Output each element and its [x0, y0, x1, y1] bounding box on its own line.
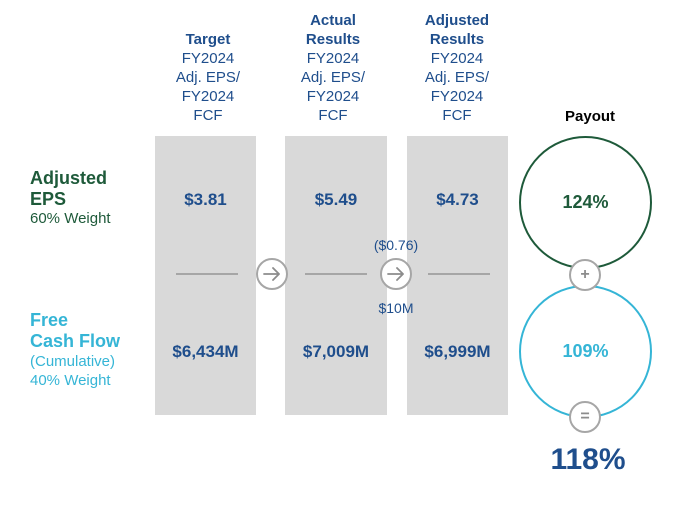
arrow-right-icon	[380, 258, 412, 290]
column-actual-background	[285, 136, 387, 415]
connector-line	[305, 273, 367, 275]
column-line: FY2024	[430, 88, 484, 105]
column-line: FY2024	[306, 88, 360, 105]
fcf-row-label: Free Cash Flow (Cumulative) 40% Weight	[30, 310, 120, 390]
column-line: FY2024	[306, 50, 360, 67]
column-line: Adj. EPS/	[424, 69, 490, 86]
actual-eps-value: $5.49	[314, 190, 358, 209]
fcf-payout-value: 109%	[562, 341, 609, 361]
column-line: FCF	[442, 107, 472, 124]
column-header-target: Target FY2024 Adj. EPS/ FY2024 FCF	[153, 30, 263, 125]
eps-row-label: Adjusted EPS 60% Weight	[30, 168, 111, 227]
column-target-background	[155, 136, 256, 415]
total-payout: 118%	[550, 443, 626, 476]
connector-line	[176, 273, 238, 275]
plus-symbol: +	[580, 266, 590, 283]
adjusted-fcf-value: $6,999M	[424, 342, 491, 361]
eps-row-title: Adjusted	[30, 168, 108, 188]
column-line: FY2024	[430, 50, 484, 67]
eps-row-title: EPS	[30, 189, 67, 209]
column-adjusted-background	[407, 136, 508, 415]
fcf-row-title: Cash Flow	[30, 331, 121, 351]
column-line: FY2024	[181, 88, 235, 105]
column-title: Target	[185, 31, 231, 48]
actual-fcf-value: $7,009M	[302, 342, 370, 361]
column-line: FCF	[193, 107, 223, 124]
fcf-note: (Cumulative)	[30, 353, 116, 370]
column-title: Results	[429, 31, 485, 48]
column-line: Adj. EPS/	[175, 69, 241, 86]
column-title: Adjusted	[424, 12, 490, 29]
eps-adjustment: ($0.76)	[373, 237, 419, 253]
column-header-actual: Actual Results FY2024 Adj. EPS/ FY2024 F…	[278, 11, 388, 125]
payout-header: Payout	[565, 108, 616, 125]
equals-symbol: =	[580, 408, 590, 425]
plus-icon: +	[569, 259, 601, 291]
adjusted-eps-value: $4.73	[436, 190, 479, 209]
eps-payout-value: 124%	[562, 192, 609, 212]
eps-payout-circle: 124%	[519, 136, 652, 269]
column-line: FY2024	[181, 50, 235, 67]
column-title: Actual	[310, 12, 356, 29]
equals-icon: =	[569, 401, 601, 433]
arrow-right-icon	[256, 258, 288, 290]
connector-line	[428, 273, 490, 275]
target-fcf-value: $6,434M	[172, 342, 239, 361]
target-eps-value: $3.81	[184, 190, 227, 209]
fcf-adjustment: $10M	[378, 300, 414, 316]
eps-weight: 60% Weight	[30, 210, 111, 227]
fcf-payout-circle: 109%	[519, 285, 652, 418]
column-title: Results	[305, 31, 361, 48]
fcf-weight: 40% Weight	[30, 372, 111, 389]
fcf-row-title: Free	[30, 310, 69, 330]
column-line: Adj. EPS/	[300, 69, 366, 86]
column-header-adjusted: Adjusted Results FY2024 Adj. EPS/ FY2024…	[402, 11, 512, 125]
column-line: FCF	[318, 107, 348, 124]
